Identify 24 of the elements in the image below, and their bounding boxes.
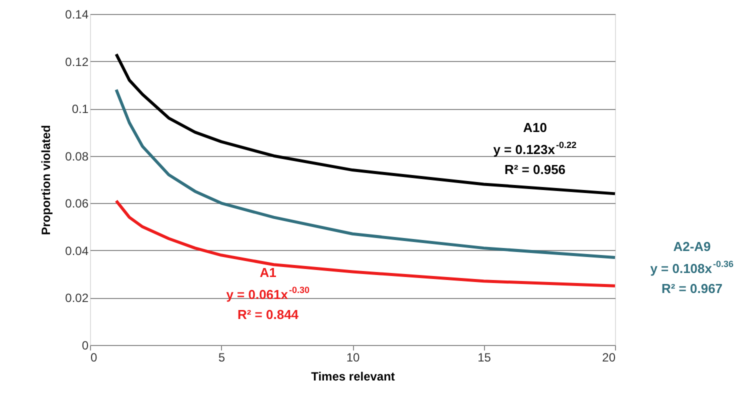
- y-tick-label: 0: [82, 338, 89, 352]
- y-tick-label: 0.14: [65, 8, 89, 22]
- x-tick-label: 20: [602, 350, 616, 364]
- y-tick-label: 0.04: [65, 244, 89, 258]
- y-tick-label: 0.02: [65, 291, 89, 306]
- line-series: [114, 88, 616, 260]
- y-axis-title: Proportion violated: [39, 124, 54, 236]
- x-axis-title: Times relevant: [311, 370, 395, 384]
- text: A10: [523, 120, 547, 135]
- x-tick-label: 5: [218, 350, 226, 364]
- line-series: [114, 199, 616, 288]
- series-label: A1: [260, 265, 276, 280]
- x-tick-label: 10: [346, 350, 360, 364]
- y-tick-label: 0.1: [72, 102, 89, 116]
- text: A2-A9: [673, 239, 711, 254]
- text: R² = 0.967: [661, 281, 723, 296]
- line-series: [114, 52, 616, 196]
- y-tick-label: 0.06: [65, 196, 89, 211]
- annotation: R² = 0.956: [504, 162, 566, 177]
- x-tick-label: 15: [478, 350, 492, 364]
- annotation: R² = 0.844: [237, 307, 300, 322]
- y-tick-label: 0.08: [65, 149, 89, 164]
- x-tick-label: 0: [90, 350, 98, 364]
- y-tick-label: 0.12: [65, 54, 89, 69]
